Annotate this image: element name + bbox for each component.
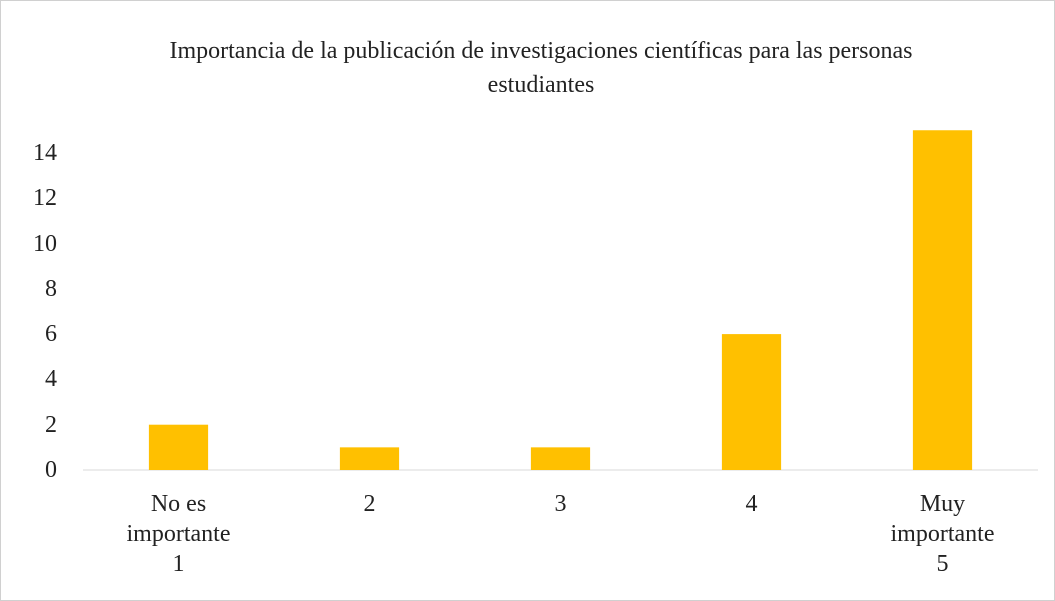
x-tick-label: 4 bbox=[745, 491, 758, 517]
x-tick-label: No es importante 1 bbox=[126, 491, 231, 577]
y-tick-label: 10 bbox=[33, 230, 57, 257]
chart-title: Importancia de la publicación de investi… bbox=[169, 38, 913, 98]
x-tick-label: 3 bbox=[554, 491, 567, 517]
y-tick-label: 6 bbox=[45, 321, 57, 348]
bar bbox=[721, 334, 782, 470]
bar bbox=[530, 447, 591, 470]
bar bbox=[148, 424, 209, 470]
y-tick-label: 14 bbox=[33, 139, 57, 166]
y-tick-label: 8 bbox=[45, 275, 57, 302]
bar bbox=[339, 447, 400, 470]
x-tick-label: 2 bbox=[363, 491, 376, 517]
bar bbox=[912, 130, 973, 470]
y-tick-label: 12 bbox=[33, 185, 57, 212]
x-tick-label: Muy importante 5 bbox=[890, 491, 995, 577]
y-tick-label: 4 bbox=[45, 366, 57, 393]
y-tick-label: 0 bbox=[45, 457, 57, 483]
y-tick-label: 2 bbox=[45, 411, 57, 438]
